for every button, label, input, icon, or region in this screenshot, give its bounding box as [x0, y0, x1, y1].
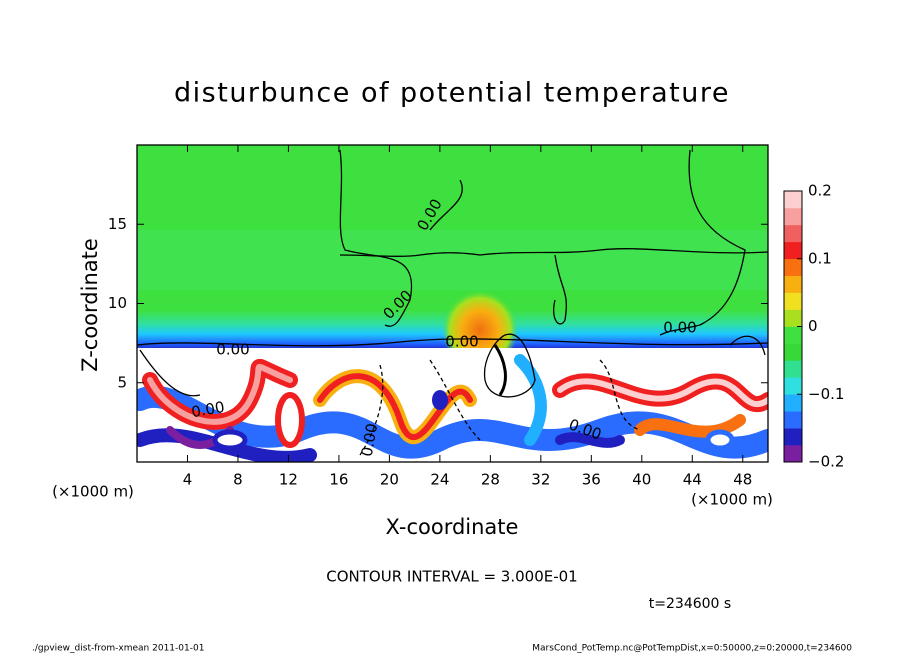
x-unit-label: (×1000 m): [691, 491, 773, 509]
colorbar-cell: [784, 445, 802, 463]
y-tick-label: 5: [117, 373, 127, 391]
x-tick-label: 20: [380, 471, 399, 489]
chart-title: disturbunce of potential temperature: [174, 78, 730, 109]
colorbar-cell: [784, 428, 802, 446]
x-tick-label: 4: [183, 471, 193, 489]
y-axis-label: Z-coordinate: [78, 238, 102, 372]
colorbar-cell: [784, 360, 802, 378]
x-axis-label: X-coordinate: [386, 515, 519, 539]
y-tick-label: 15: [108, 215, 127, 233]
colorbar-cell: [784, 377, 802, 395]
y-tick-label: 10: [108, 294, 127, 312]
x-tick-label: 12: [279, 471, 298, 489]
x-tick-label: 28: [481, 471, 500, 489]
x-tick-label: 32: [531, 471, 550, 489]
colorbar-tick-label: −0.1: [808, 385, 844, 403]
colorbar-cell: [784, 394, 802, 412]
x-tick-label: 48: [733, 471, 752, 489]
contour-label: 0.00: [358, 422, 382, 458]
colorbar-tick-label: −0.2: [808, 453, 844, 471]
x-tick-label: 36: [582, 471, 601, 489]
footer-left: ./gpview_dist-from-xmean 2011-01-01: [32, 644, 204, 654]
contour-label: 0.00: [216, 341, 249, 359]
contour-interval: CONTOUR INTERVAL = 3.000E-01: [326, 568, 577, 586]
colorbar-cell: [784, 309, 802, 327]
colorbar-tick-label: 0: [808, 317, 818, 335]
colorbar-tick-label: 0.2: [808, 182, 832, 200]
field: [137, 145, 768, 462]
colorbar-cell: [784, 275, 802, 293]
colorbar-cell: [784, 207, 802, 226]
x-unit-label: (×1000 m): [52, 483, 134, 501]
colorbar-cell: [784, 343, 802, 361]
x-tick-label: 24: [430, 471, 449, 489]
colorbar-cell: [784, 241, 802, 260]
colorbar-tick-label: 0.1: [808, 249, 832, 267]
footer-right: MarsCond_PotTemp.nc@PotTempDist,x=0:5000…: [532, 644, 852, 654]
x-tick-label: 8: [233, 471, 243, 489]
x-tick-label: 44: [683, 471, 702, 489]
contour-label: 0.00: [190, 398, 226, 422]
colorbar-cell: [784, 326, 802, 344]
x-tick-label: 40: [632, 471, 651, 489]
colorbar-cell: [784, 258, 802, 276]
colorbar-cell: [784, 292, 802, 310]
contour-label: 0.00: [445, 333, 478, 351]
contour-label: 0.00: [663, 319, 696, 337]
colorbar-cell: [784, 224, 802, 243]
time-label: t=234600 s: [649, 596, 731, 612]
colorbar-cell: [784, 411, 802, 429]
x-tick-label: 16: [329, 471, 348, 489]
colorbar-cell: [784, 191, 802, 209]
